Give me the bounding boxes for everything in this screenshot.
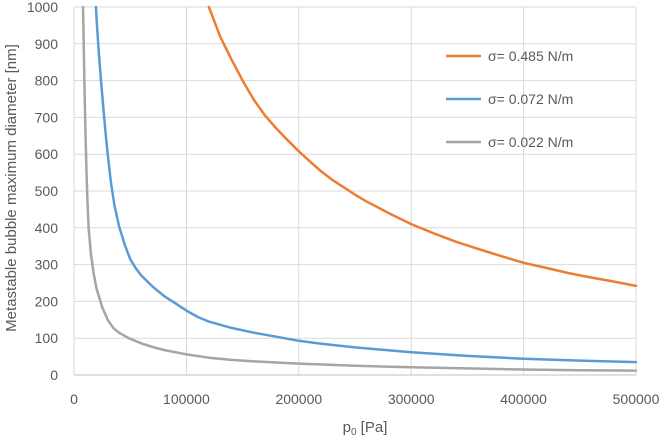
x-tick-label: 100000	[163, 391, 210, 407]
y-tick-label: 400	[35, 220, 59, 236]
y-tick-label: 300	[35, 257, 59, 273]
x-tick-labels: 0 100000 200000 300000 400000 500000	[70, 391, 659, 407]
y-tick-label: 200	[35, 293, 59, 309]
legend-label-3: σ= 0.022 N/m	[488, 134, 573, 150]
axes	[73, 7, 636, 376]
y-tick-label: 500	[35, 183, 59, 199]
y-tick-label: 800	[35, 73, 59, 89]
legend-label-1: σ= 0.485 N/m	[488, 48, 573, 64]
y-tick-label: 900	[35, 36, 59, 52]
y-axis-title: Metastable bubble maximum diameter [nm]	[3, 44, 20, 332]
x-tick-label: 200000	[275, 391, 322, 407]
x-tick-label: 400000	[500, 391, 547, 407]
x-axis-title: p0 [Pa]	[343, 419, 388, 437]
y-tick-label: 700	[35, 109, 59, 125]
series-line-3	[81, 5, 638, 372]
y-tick-label: 100	[35, 330, 59, 346]
x-tick-label: 500000	[613, 391, 660, 407]
y-tick-labels: 0 100 200 300 400 500 600 700 800 900 1000	[27, 0, 58, 383]
x-tick-label: 0	[70, 391, 78, 407]
series-line-1	[207, 5, 638, 288]
legend: σ= 0.485 N/m σ= 0.072 N/m σ= 0.022 N/m	[446, 48, 573, 150]
y-tick-label: 1000	[27, 0, 58, 15]
legend-label-2: σ= 0.072 N/m	[488, 91, 573, 107]
y-tick-label: 0	[50, 367, 58, 383]
series-lines	[81, 5, 638, 372]
grid	[74, 6, 637, 375]
y-tick-label: 600	[35, 146, 59, 162]
x-tick-label: 300000	[388, 391, 435, 407]
series-line-2	[94, 5, 638, 364]
